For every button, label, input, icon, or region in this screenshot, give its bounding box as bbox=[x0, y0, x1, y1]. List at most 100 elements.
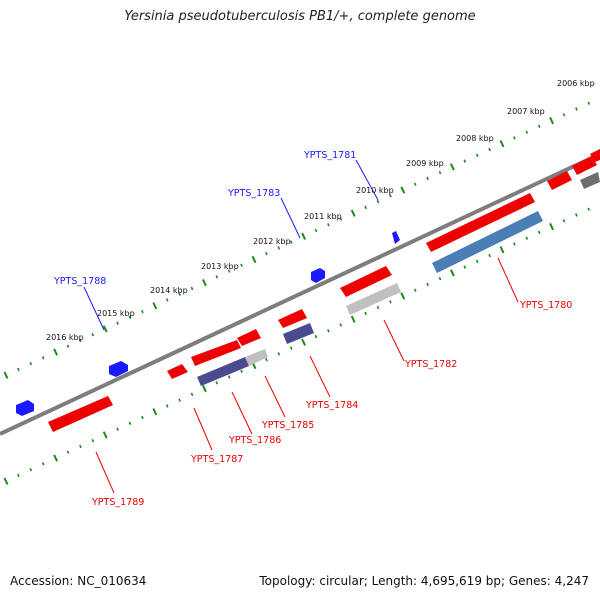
upper-tick bbox=[91, 332, 95, 337]
lower-tick bbox=[265, 357, 268, 362]
kbp-label-2010: 2010 kbp bbox=[356, 186, 394, 195]
upper-tick bbox=[277, 246, 281, 250]
upper-tick bbox=[240, 263, 243, 267]
lower-tick bbox=[389, 300, 392, 304]
lower-tick bbox=[17, 473, 20, 478]
feature-gray-1782 bbox=[346, 283, 401, 315]
label-ypts-1782: YPTS_1782 bbox=[404, 359, 457, 370]
tick-track-lower bbox=[3, 207, 591, 485]
upper-tick bbox=[227, 269, 231, 273]
lower-tick bbox=[400, 292, 406, 300]
upper-tick bbox=[102, 325, 108, 333]
gene-right-2 bbox=[572, 156, 597, 175]
lower-tick bbox=[339, 323, 343, 327]
kbp-label-2012: 2012 kbp bbox=[253, 237, 291, 246]
upper-tick bbox=[475, 153, 479, 158]
upper-tick bbox=[116, 321, 119, 325]
kbp-label-2014: 2014 kbp bbox=[150, 286, 188, 295]
lower-tick bbox=[178, 398, 181, 402]
gene-ypts-1785-fwd bbox=[109, 361, 128, 377]
leader-ypts-1789 bbox=[95, 451, 115, 494]
upper-tick bbox=[215, 275, 219, 279]
upper-tick bbox=[251, 255, 257, 264]
lower-tick bbox=[79, 444, 82, 449]
upper-tick bbox=[289, 240, 293, 244]
lower-tick bbox=[463, 265, 467, 269]
leader-ypts-1784 bbox=[309, 355, 331, 398]
lower-tick bbox=[488, 253, 491, 258]
upper-tick bbox=[562, 113, 566, 117]
upper-tick bbox=[265, 251, 268, 256]
gene-ypts-1785 bbox=[237, 329, 261, 346]
upper-tick bbox=[190, 286, 194, 291]
lower-tick bbox=[499, 246, 505, 254]
lower-tick bbox=[165, 404, 169, 408]
upper-tick bbox=[41, 356, 45, 360]
upper-tick bbox=[17, 367, 20, 372]
lower-tick bbox=[41, 462, 45, 466]
lower-tick bbox=[376, 305, 380, 310]
upper-tick bbox=[53, 348, 59, 356]
upper-tick bbox=[537, 124, 541, 129]
upper-tick bbox=[549, 116, 555, 125]
genome-summary-text: Topology: circular; Length: 4,695,619 bp… bbox=[259, 574, 589, 588]
lower-tick bbox=[3, 477, 9, 485]
upper-tick bbox=[165, 298, 169, 302]
upper-tick bbox=[513, 136, 516, 140]
leader-ypts-1787 bbox=[193, 407, 213, 451]
upper-tick bbox=[413, 182, 417, 186]
label-ypts-1785: YPTS_1785 bbox=[261, 420, 314, 431]
label-ypts-1787: YPTS_1787 bbox=[190, 454, 243, 465]
leader-ypts-1786 bbox=[231, 391, 253, 435]
feature-bars bbox=[197, 172, 600, 386]
lower-tick bbox=[327, 329, 330, 333]
upper-tick bbox=[525, 130, 529, 134]
lower-tick bbox=[128, 421, 132, 426]
feature-purple-1784 bbox=[283, 323, 314, 344]
gene-ypts-1788 bbox=[16, 400, 34, 416]
upper-tick bbox=[587, 101, 591, 105]
upper-tick bbox=[152, 302, 158, 310]
lower-tick bbox=[277, 352, 281, 356]
lower-tick bbox=[537, 230, 541, 235]
lower-tick bbox=[227, 375, 231, 379]
lower-tick bbox=[350, 315, 356, 323]
upper-tick bbox=[314, 228, 318, 233]
label-ypts-1783: YPTS_1783 bbox=[227, 188, 280, 199]
kbp-label-2007: 2007 kbp bbox=[507, 107, 545, 116]
lower-tick bbox=[575, 213, 578, 217]
lower-tick bbox=[525, 236, 529, 240]
leader-ypts-1780 bbox=[497, 257, 519, 303]
lower-tick bbox=[475, 259, 479, 264]
kbp-label-2013: 2013 kbp bbox=[201, 262, 239, 271]
lower-tick bbox=[102, 431, 108, 439]
lower-tick bbox=[513, 242, 516, 246]
gene-leader-lines bbox=[83, 159, 519, 494]
upper-tick bbox=[339, 217, 343, 221]
lower-tick bbox=[289, 346, 293, 350]
upper-tick bbox=[364, 205, 367, 210]
kbp-label-2016: 2016 kbp bbox=[46, 333, 84, 342]
upper-tick bbox=[438, 170, 442, 175]
lower-tick bbox=[562, 219, 566, 223]
upper-tick bbox=[301, 232, 307, 240]
gene-ypts-1780 bbox=[426, 193, 535, 252]
kbp-labels: 2006 kbp 2007 kbp 2008 kbp 2009 kbp 2010… bbox=[46, 79, 595, 342]
upper-tick bbox=[141, 309, 144, 314]
lower-tick bbox=[29, 467, 33, 472]
upper-tick bbox=[389, 194, 392, 198]
upper-tick bbox=[463, 159, 467, 163]
upper-tick bbox=[66, 344, 70, 348]
feature-purple-1786 bbox=[197, 357, 249, 386]
gene-ypts-1781 bbox=[392, 231, 400, 244]
lower-tick bbox=[53, 454, 59, 462]
leader-ypts-1781 bbox=[355, 159, 379, 201]
forward-genes bbox=[16, 231, 400, 416]
lower-tick bbox=[549, 222, 555, 231]
feature-blue-1780 bbox=[432, 211, 543, 273]
upper-tick bbox=[29, 361, 33, 366]
upper-tick bbox=[499, 140, 505, 148]
upper-tick bbox=[327, 223, 330, 227]
kbp-label-2011: 2011 kbp bbox=[304, 212, 342, 221]
